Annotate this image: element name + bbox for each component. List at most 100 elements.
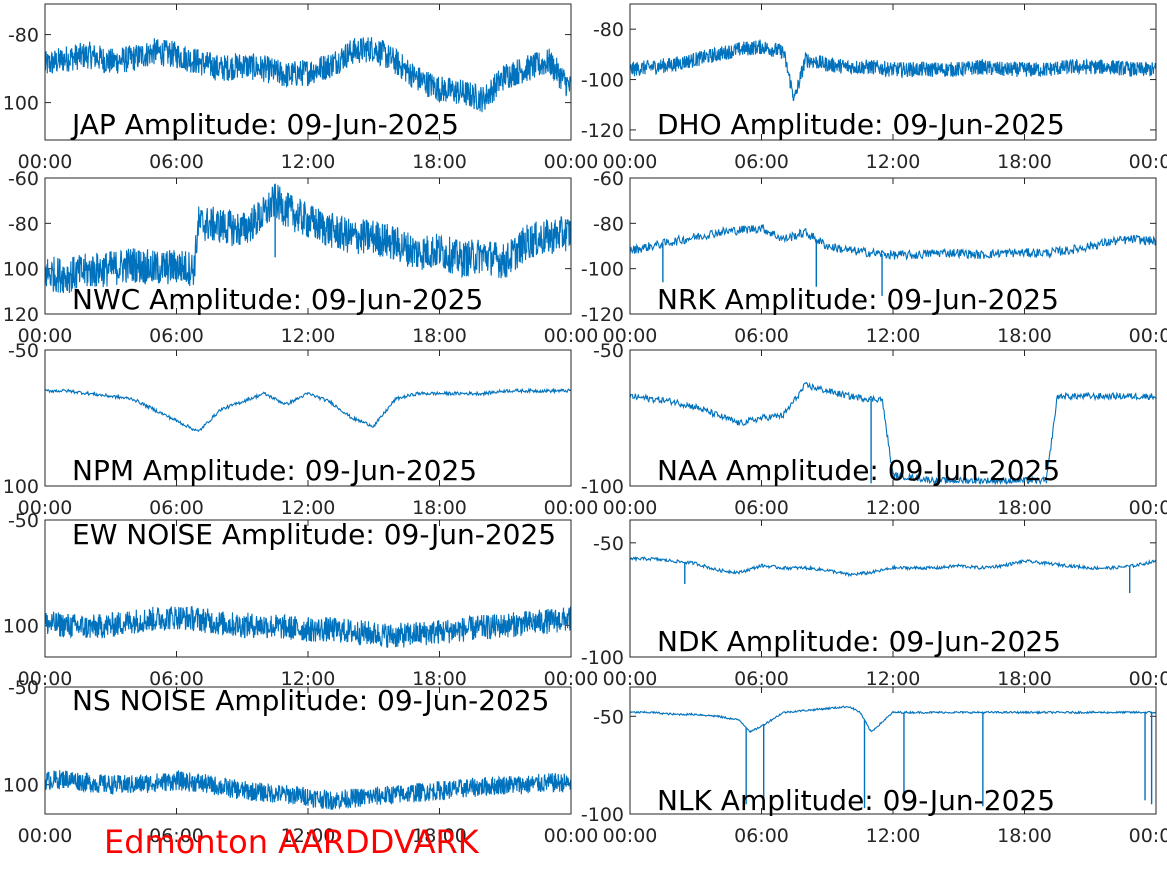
x-tick-label: 06:00 (734, 497, 789, 519)
y-tick-label: 100 (3, 775, 39, 797)
x-tick-label: 06:00 (149, 668, 204, 690)
y-tick-label: -80 (8, 25, 39, 47)
y-tick-label: -80 (593, 19, 624, 41)
x-tick-label: 00:00 (1129, 151, 1167, 173)
y-tick-label: -50 (593, 340, 624, 362)
series-line-nwc (45, 183, 571, 294)
x-tick-label: 00:00 (544, 497, 599, 519)
plot-frame (44, 686, 572, 815)
series-line-nrk (630, 224, 1156, 261)
panel-nrk: -60-80-100-12000:0006:0012:0018:0000:00N… (581, 168, 1167, 347)
series-line-ew (45, 605, 571, 648)
x-tick-label: 18:00 (997, 668, 1052, 690)
x-tick-label: 12:00 (866, 325, 921, 347)
x-tick-label: 06:00 (734, 151, 789, 173)
x-tick-label: 00:00 (1129, 497, 1167, 519)
y-tick-label: -80 (593, 213, 624, 235)
y-tick-label: -100 (581, 70, 624, 92)
x-tick-label: 18:00 (412, 825, 467, 847)
y-tick-label: -60 (8, 168, 39, 190)
y-tick-label: -100 (581, 647, 624, 669)
plot-frame (629, 686, 1157, 815)
plot-frame (44, 177, 572, 315)
panel-title: NPM Amplitude: 09-Jun-2025 (72, 454, 477, 487)
y-tick-label: -80 (8, 213, 39, 235)
x-tick-label: 18:00 (412, 668, 467, 690)
plot-frame (44, 349, 572, 487)
y-tick-label: -100 (581, 476, 624, 498)
panel-title: NDK Amplitude: 09-Jun-2025 (657, 625, 1061, 658)
x-tick-label: 00:00 (18, 668, 73, 690)
x-tick-label: 12:00 (281, 151, 336, 173)
y-tick-label: -50 (593, 533, 624, 555)
panel-title: NWC Amplitude: 09-Jun-2025 (72, 283, 483, 316)
panel-ew: -50 100 00:00 06:00 12:00 18:00 00:00 EW NOISE … (3, 510, 599, 690)
panel-title: NS NOISE Amplitude: 09-Jun-2025 (72, 684, 549, 717)
x-tick-label: 00:00 (603, 325, 658, 347)
x-tick-label: 12:00 (281, 325, 336, 347)
x-tick-label: 00:00 (544, 151, 599, 173)
series-line-jap (45, 37, 571, 113)
x-tick-label: 00:00 (603, 151, 658, 173)
plot-frame (629, 519, 1157, 658)
series-line-ndk (630, 556, 1156, 578)
panel-title: NAA Amplitude: 09-Jun-2025 (657, 454, 1060, 487)
series-line-naa (630, 381, 1156, 486)
x-tick-label: 06:00 (149, 325, 204, 347)
plot-frame (629, 349, 1157, 487)
x-tick-label: 18:00 (997, 497, 1052, 519)
x-tick-label: 00:00 (18, 151, 73, 173)
y-tick-label: -50 (593, 706, 624, 728)
y-tick-label: -100 (581, 804, 624, 826)
x-tick-label: 18:00 (412, 151, 467, 173)
x-tick-label: 12:00 (866, 151, 921, 173)
x-tick-label: 00:00 (544, 325, 599, 347)
x-tick-label: 06:00 (734, 668, 789, 690)
x-tick-label: 18:00 (412, 325, 467, 347)
panel-title: DHO Amplitude: 09-Jun-2025 (657, 108, 1065, 141)
y-tick-label: -50 (8, 677, 39, 699)
plot-frame (629, 177, 1157, 315)
panel-title: NLK Amplitude: 09-Jun-2025 (657, 784, 1055, 817)
panel-jap: -80 100 00:00 06:00 12:00 18:00 00:00 JAP Ampli… (3, 3, 599, 173)
x-tick-label: 00:00 (603, 825, 658, 847)
x-tick-label: 00:00 (18, 825, 73, 847)
x-tick-label: 06:00 (734, 325, 789, 347)
x-tick-label: 18:00 (997, 325, 1052, 347)
x-tick-label: 18:00 (997, 825, 1052, 847)
y-tick-label: -50 (8, 340, 39, 362)
x-tick-label: 00:00 (1129, 825, 1167, 847)
x-tick-label: 12:00 (866, 668, 921, 690)
x-tick-label: 00:00 (603, 497, 658, 519)
x-tick-label: 18:00 (997, 151, 1052, 173)
footer-label: Edmonton AARDDVARK (104, 823, 480, 861)
panel-dho: -80 -100 -120 00:00 06:00 12:00 18:00 00:00 DHO … (581, 3, 1167, 173)
x-tick-label: 12:00 (866, 497, 921, 519)
y-tick-label: 100 (3, 476, 39, 498)
series-line-ns (45, 769, 571, 810)
x-tick-label: 00:00 (544, 825, 599, 847)
y-tick-label: 100 (3, 615, 39, 637)
panel-title: EW NOISE Amplitude: 09-Jun-2025 (72, 518, 556, 551)
y-tick-label: -100 (581, 259, 624, 281)
x-tick-label: 00:00 (544, 668, 599, 690)
y-tick-label: 100 (3, 93, 39, 115)
x-tick-label: 00:00 (18, 497, 73, 519)
plot-frame (44, 3, 572, 141)
x-tick-label: 00:00 (1129, 325, 1167, 347)
x-tick-label: 06:00 (734, 825, 789, 847)
series-line-dho (630, 39, 1156, 102)
x-tick-label: 00:00 (603, 668, 658, 690)
y-tick-label: 100 (3, 259, 39, 281)
series-line-npm (45, 387, 571, 433)
y-tick-label: -120 (581, 120, 624, 142)
x-tick-label: 12:00 (866, 825, 921, 847)
x-tick-label: 00:00 (18, 325, 73, 347)
plot-frame (629, 3, 1157, 141)
y-tick-label: -120 (581, 304, 624, 326)
series-line-nlk (630, 705, 1156, 734)
